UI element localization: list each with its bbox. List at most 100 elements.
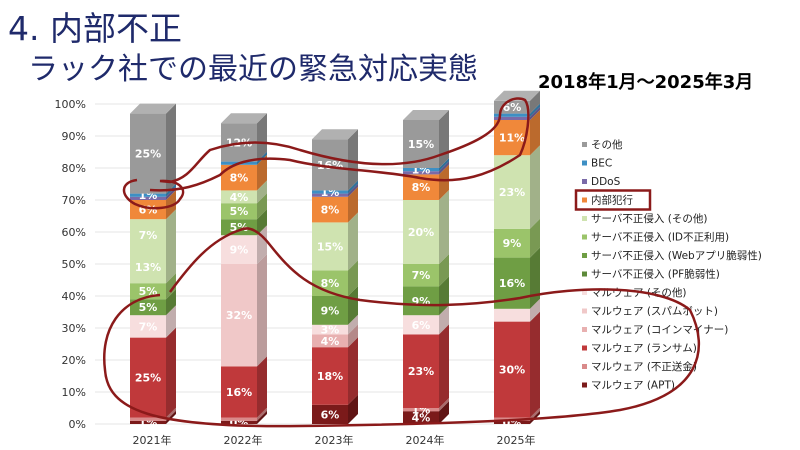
bar-segment <box>221 203 257 220</box>
data-label: 7% <box>139 229 158 242</box>
data-label: 25% <box>135 372 161 385</box>
bar-segment-side <box>348 260 358 296</box>
data-label: 23% <box>499 186 525 199</box>
bar-segment-side <box>439 161 449 175</box>
bar-segment <box>403 264 439 287</box>
legend-label: マルウェア (ランサム) <box>591 343 697 355</box>
legend-label: サーバ不正侵入 (ID不正利用) <box>591 232 729 244</box>
bar-segment-side <box>530 298 540 322</box>
data-label: 4% <box>321 335 340 348</box>
bar-segment-side <box>530 90 540 114</box>
data-label: 4% <box>412 412 431 425</box>
legend-label: マルウェア (不正送金) <box>591 360 697 373</box>
data-label: 3% <box>321 324 340 337</box>
bar-segment <box>221 366 257 418</box>
x-tick-label: 2023年 <box>315 433 354 447</box>
bar-segment <box>494 100 530 114</box>
bar-segment <box>221 264 257 367</box>
x-tick-label: 2022年 <box>224 433 263 447</box>
data-label: 6% <box>321 408 340 421</box>
bar-segment <box>130 315 166 338</box>
data-label: 16% <box>226 386 252 399</box>
data-label: 8% <box>321 277 340 290</box>
bar-segment-side <box>348 212 358 271</box>
legend-swatch <box>582 271 587 277</box>
bar-top-face <box>130 103 176 114</box>
bar-segment-side <box>348 314 358 335</box>
legend-swatch <box>582 364 587 369</box>
bar-segment-side <box>166 103 176 194</box>
legend-swatch <box>582 290 587 295</box>
y-tick-label: 60% <box>62 226 86 239</box>
bar-segment <box>312 193 348 197</box>
bar-segment <box>494 420 530 424</box>
bar-segment-side <box>348 129 358 191</box>
legend-label: サーバ不正侵入 (その他) <box>591 212 707 225</box>
annotation-loop-internal-fraud <box>122 97 530 210</box>
data-label: 9% <box>321 304 340 317</box>
bar-segment <box>130 299 166 316</box>
legend-label: 内部犯行 <box>591 194 633 207</box>
legend-label: その他 <box>591 138 623 151</box>
data-label: 7% <box>412 269 431 282</box>
bar-segment <box>403 334 439 408</box>
y-tick-label: 50% <box>62 258 86 271</box>
data-label: 8% <box>230 172 249 185</box>
bar-segment-side <box>439 164 449 200</box>
data-label: 18% <box>317 370 343 383</box>
legend-swatch <box>582 382 587 388</box>
bar-segment-side <box>348 183 358 197</box>
data-label: 6% <box>412 319 431 332</box>
legend-swatch <box>582 234 587 240</box>
bar-segment <box>312 222 348 271</box>
bar-segment <box>312 190 348 194</box>
legend-swatch <box>582 197 587 203</box>
bar-segment <box>403 168 439 172</box>
bar-segment <box>130 417 166 421</box>
bar-segment-side <box>348 286 358 325</box>
bar-segment-side <box>166 327 176 418</box>
data-label: 5% <box>139 301 158 314</box>
bar-segment <box>494 321 530 418</box>
legend-swatch <box>582 216 587 221</box>
legend-label: サーバ不正侵入 (Webアプリ脆弱性) <box>591 249 762 262</box>
bar-segment <box>494 113 530 117</box>
bar-segment <box>221 235 257 264</box>
bar-segment-side <box>439 324 449 408</box>
bar-segment-side <box>257 410 267 424</box>
y-tick-label: 20% <box>62 354 86 367</box>
bar-segment <box>494 228 530 258</box>
bar-segment-side <box>166 410 176 424</box>
page-subtitle: ラック社での最近の緊急対応実態 <box>28 52 478 87</box>
bar-segment-side <box>439 190 449 264</box>
y-tick-label: 0% <box>69 418 86 431</box>
legend-swatch <box>582 308 587 314</box>
bar-segment <box>130 337 166 418</box>
bar-segment <box>312 347 348 405</box>
data-label: 8% <box>412 181 431 194</box>
bar-segment-side <box>257 356 267 418</box>
y-tick-label: 80% <box>62 162 86 175</box>
bar-segment-side <box>166 209 176 284</box>
bar-segment-side <box>257 193 267 220</box>
bar-segment <box>130 420 166 424</box>
data-label: 30% <box>499 364 525 377</box>
bar-segment <box>403 411 439 424</box>
data-label: 15% <box>317 240 343 253</box>
bar-segment-side <box>439 401 449 424</box>
data-label: 16% <box>499 277 525 290</box>
y-tick-label: 40% <box>62 290 86 303</box>
bar-segment <box>494 116 530 120</box>
bar-top-face <box>312 129 358 140</box>
bar-segment-side <box>530 110 540 156</box>
bar-segment-side <box>348 180 358 194</box>
y-tick-label: 90% <box>62 130 86 143</box>
data-label: 11% <box>499 132 525 145</box>
bar-segment <box>312 404 348 424</box>
legend-swatch <box>582 345 587 351</box>
bar-segment-side <box>348 337 358 405</box>
bar-segment <box>221 420 257 424</box>
bar-segment <box>312 334 348 348</box>
bar-top-face <box>221 113 267 124</box>
